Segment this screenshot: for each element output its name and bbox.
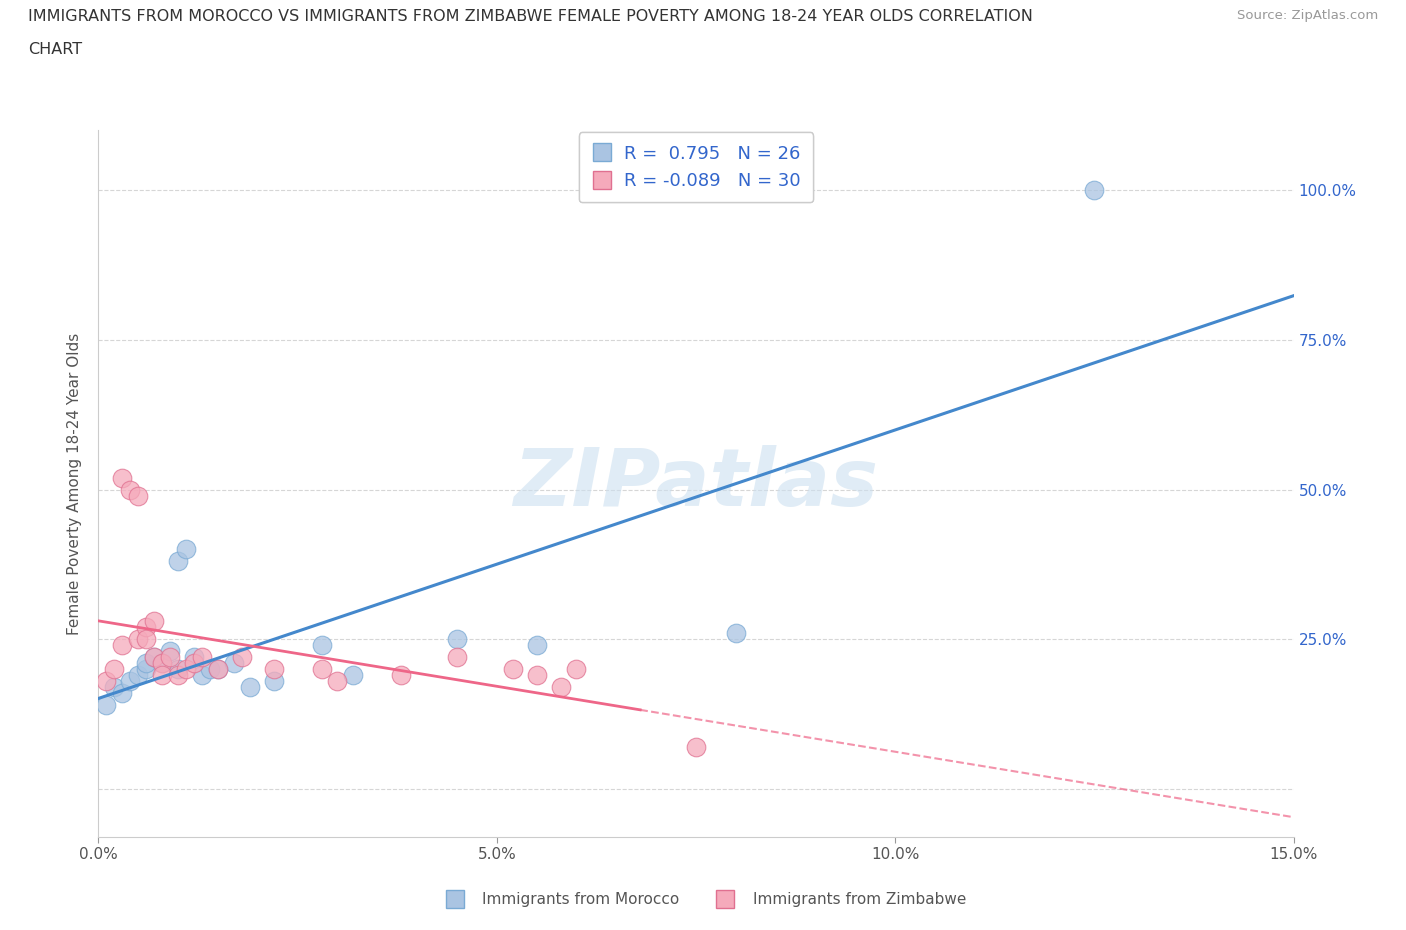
Point [183, 650, 205, 665]
Point [311, 638, 333, 653]
Point [526, 668, 548, 683]
Text: ZIPatlas: ZIPatlas [513, 445, 879, 523]
Point [191, 668, 214, 683]
Point [120, 482, 142, 497]
Point [183, 656, 205, 671]
Legend: Immigrants from Morocco, Immigrants from Zimbabwe: Immigrants from Morocco, Immigrants from… [433, 886, 973, 913]
Point [135, 620, 157, 635]
Point [111, 471, 134, 485]
Point [150, 656, 173, 671]
Point [167, 554, 190, 569]
Point [135, 656, 157, 671]
Point [111, 685, 134, 700]
Point [159, 644, 181, 658]
Point [550, 680, 572, 695]
Point [446, 631, 468, 646]
Point [127, 488, 149, 503]
Text: CHART: CHART [28, 42, 82, 57]
Point [263, 662, 285, 677]
Point [96, 698, 118, 712]
Point [231, 650, 253, 665]
Point [326, 674, 349, 689]
Point [207, 662, 229, 677]
Point [502, 662, 524, 677]
Point [446, 650, 468, 665]
Point [174, 662, 197, 677]
Point [263, 674, 285, 689]
Point [191, 650, 214, 665]
Point [103, 680, 125, 695]
Point [120, 674, 142, 689]
Point [198, 662, 221, 677]
Legend: R =  0.795   N = 26, R = -0.089   N = 30: R = 0.795 N = 26, R = -0.089 N = 30 [579, 132, 813, 203]
Point [103, 662, 125, 677]
Text: Source: ZipAtlas.com: Source: ZipAtlas.com [1237, 9, 1378, 22]
Point [96, 674, 118, 689]
Point [150, 656, 173, 671]
Point [143, 650, 166, 665]
Point [143, 650, 166, 665]
Point [207, 662, 229, 677]
Point [135, 662, 157, 677]
Point [143, 614, 166, 629]
Point [565, 662, 588, 677]
Point [311, 662, 333, 677]
Text: IMMIGRANTS FROM MOROCCO VS IMMIGRANTS FROM ZIMBABWE FEMALE POVERTY AMONG 18-24 Y: IMMIGRANTS FROM MOROCCO VS IMMIGRANTS FR… [28, 9, 1033, 24]
Point [389, 668, 412, 683]
Point [167, 668, 190, 683]
Point [724, 626, 747, 641]
Point [222, 656, 245, 671]
Point [150, 668, 173, 683]
Point [167, 662, 190, 677]
Point [239, 680, 262, 695]
Point [159, 650, 181, 665]
Point [526, 638, 548, 653]
Point [127, 668, 149, 683]
Point [111, 638, 134, 653]
Y-axis label: Female Poverty Among 18-24 Year Olds: Female Poverty Among 18-24 Year Olds [67, 333, 83, 635]
Point [174, 542, 197, 557]
Point [685, 739, 707, 754]
Point [1083, 182, 1105, 197]
Point [135, 631, 157, 646]
Point [342, 668, 364, 683]
Point [127, 631, 149, 646]
